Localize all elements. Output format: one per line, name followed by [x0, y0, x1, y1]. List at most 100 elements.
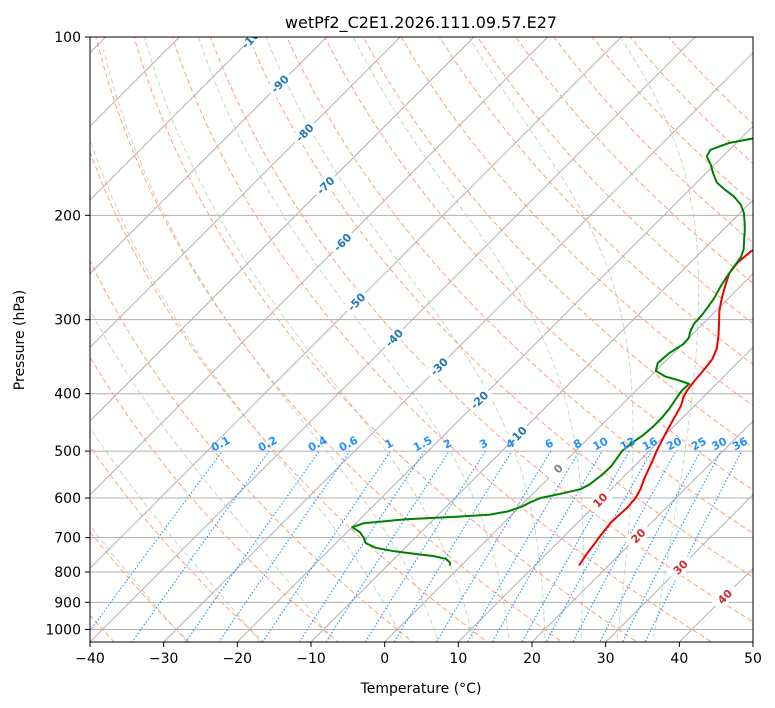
y-tick-label: 400: [54, 387, 81, 403]
y-tick-label: 200: [54, 208, 81, 224]
isotherm-label-bg: [265, 69, 294, 99]
mixing-ratio-line: [466, 450, 580, 642]
isotherm-line: [90, 37, 549, 496]
dry-adiabat-line: [171, 37, 713, 642]
mixing-ratio-label: 30: [710, 435, 730, 454]
dry-adiabat-line: [553, 37, 753, 244]
mixing-ratio-labels: 0.1 0.2 0.4 0.6 1 1.5 2 3 4 6 8 10 13 16 20 25 30 36: [209, 434, 750, 455]
dry-adiabat-line: [438, 37, 753, 365]
dry-adiabat-line: [133, 37, 638, 642]
y-tick-label: 700: [54, 531, 81, 547]
y-tick-label: 100: [54, 30, 81, 46]
chart-title: wetPf2_C2E1.2026.111.09.57.E27: [285, 13, 557, 33]
isotherm-line: [90, 37, 623, 570]
isotherm-line: [604, 493, 753, 642]
dry-adiabat-line: [90, 259, 414, 642]
isotherm-label-bg: [624, 521, 653, 550]
moist-adiabat-line: [620, 37, 700, 642]
x-tick-label: 20: [523, 651, 541, 667]
dewpoint-profile-line: [351, 137, 753, 566]
plot-frame: [89, 36, 754, 643]
isotherm-line: [457, 346, 753, 642]
isotherm-label-bg: [544, 454, 573, 483]
isotherm-label-bg: [424, 352, 454, 381]
y-axis-ticks: 100 200 300 400 500 600 700 800 900 1000: [45, 30, 90, 638]
y-tick-label: 1000: [45, 622, 81, 638]
dry-adiabat-line: [90, 355, 340, 642]
x-tick-label: 40: [670, 651, 688, 667]
x-tick-label: −20: [223, 651, 253, 667]
y-tick-label: 800: [54, 565, 81, 581]
plot-area: -100-90-80-70-60-50-40-30-20-10010203040…: [90, 37, 753, 642]
isotherm-line: [90, 37, 475, 422]
dry-adiabat-line: [324, 37, 753, 491]
mixing-ratio-label: 20: [664, 434, 684, 453]
x-tick-label: −30: [149, 651, 179, 667]
y-tick-label: 300: [54, 313, 81, 329]
mixing-ratio-line: [393, 450, 513, 642]
dry-adiabat-line: [286, 37, 753, 534]
moist-adiabat-line: [468, 37, 634, 642]
moist-adiabat-line: [90, 524, 188, 642]
isotherm-line: [236, 125, 753, 642]
dry-adiabat-line: [95, 37, 564, 642]
isotherm-line: [90, 37, 402, 349]
dry-adiabat-line: [591, 37, 753, 204]
isotherm-label-bg: [465, 385, 494, 415]
mixing-ratio-label: 16: [640, 435, 660, 454]
x-tick-label: −40: [75, 651, 105, 667]
x-tick-label: −10: [296, 651, 326, 667]
isotherm-label-bg: [586, 486, 615, 515]
dry-adiabat-line: [248, 37, 753, 578]
dry-adiabats: [90, 37, 753, 642]
moist-adiabat-line: [143, 37, 475, 642]
moist-adiabat-line: [103, 49, 440, 642]
moist-adiabat-line: [90, 426, 261, 642]
mixing-ratio-line: [644, 450, 743, 642]
isotherm-line: [90, 37, 181, 128]
dry-adiabat-line: [400, 37, 753, 407]
y-tick-label: 500: [54, 444, 81, 460]
mixing-ratio-line: [521, 450, 630, 642]
y-tick-label: 900: [54, 595, 81, 611]
isotherm-label-bg: [328, 228, 357, 257]
mixing-ratio-line: [325, 450, 450, 642]
mixing-ratio-label: 13: [618, 435, 638, 454]
x-axis-ticks: −40 −30 −20 −10 0 10 20 30 40 50: [75, 642, 762, 667]
dry-adiabat-line: [90, 150, 489, 642]
mixing-ratio-line: [218, 450, 351, 642]
y-tick-label: 600: [54, 491, 81, 507]
mixing-ratio-label: 36: [730, 435, 750, 454]
x-axis-title: Temperature (°C): [360, 681, 482, 697]
mixing-ratio-line: [545, 450, 653, 642]
isotherm-line: [383, 272, 753, 642]
isotherm-line: [90, 37, 254, 201]
x-tick-label: 10: [449, 651, 467, 667]
x-tick-label: 30: [597, 651, 615, 667]
temperature-profile-line: [578, 249, 753, 567]
isotherm-label-bg: [290, 118, 319, 147]
isotherm-label-bg: [238, 37, 268, 52]
moist-adiabat-line: [90, 137, 404, 642]
pressure-gridlines: [90, 37, 753, 630]
x-tick-label: 0: [380, 651, 389, 667]
mixing-ratio-line: [491, 450, 603, 642]
isotherm-label-bg: [342, 287, 371, 317]
dry-adiabat-line: [362, 37, 753, 449]
x-tick-label: 50: [744, 651, 762, 667]
isotherm-label-bg: [379, 323, 409, 353]
isotherm-label-bg: [503, 421, 532, 450]
isotherm-line: [90, 37, 328, 275]
mixing-ratio-line: [185, 450, 320, 642]
moist-adiabat-line: [265, 37, 546, 642]
mixing-ratio-label: 10: [591, 434, 611, 453]
dry-adiabat-line: [477, 37, 753, 325]
mixing-ratio-line: [621, 450, 722, 642]
y-axis-title: Pressure (hPa): [12, 290, 28, 390]
isotherm-line: [310, 199, 753, 642]
mixing-ratio-line: [262, 450, 392, 642]
isotherms: [90, 37, 753, 642]
moist-adiabat-line: [197, 37, 510, 642]
